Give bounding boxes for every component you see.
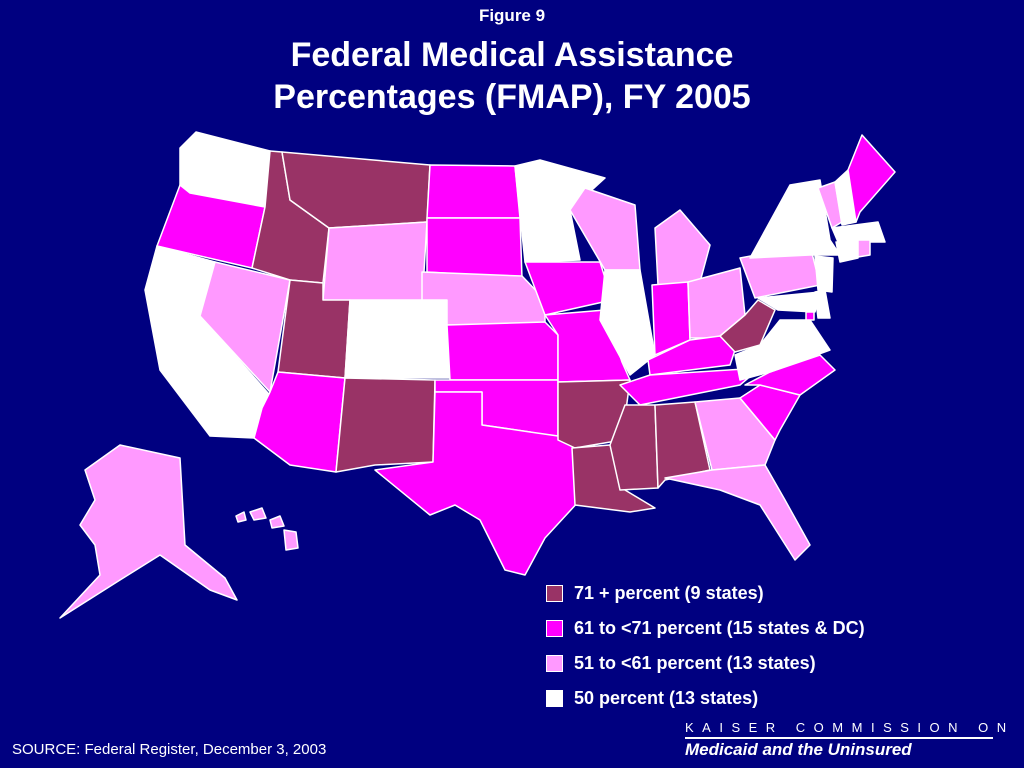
page-title: Federal Medical Assistance Percentages (… — [0, 34, 1024, 118]
legend-swatch — [546, 690, 563, 707]
legend-item-71-plus: 71 + percent (9 states) — [546, 576, 865, 611]
logo-top-text: KAISER COMMISSION ON — [685, 720, 1015, 735]
figure-label: Figure 9 — [478, 6, 546, 25]
state-md — [757, 291, 821, 313]
state-ct — [835, 241, 859, 263]
logo-bottom-text: Medicaid and the Uninsured — [685, 740, 912, 759]
logo-rule — [685, 737, 993, 739]
state-wi — [569, 187, 641, 271]
state-nj — [814, 255, 834, 293]
source-note: SOURCE: Federal Register, December 3, 20… — [12, 741, 327, 758]
kaiser-logo: KAISER COMMISSION ON Medicaid and the Un… — [685, 720, 1015, 760]
state-ri — [857, 239, 871, 258]
legend-swatch — [546, 620, 563, 637]
state-nd — [426, 164, 521, 219]
state-ms — [609, 404, 659, 491]
state-ma — [831, 221, 886, 243]
state-ak — [59, 444, 238, 619]
state-me — [847, 134, 896, 223]
legend-item-61-71: 61 to <71 percent (15 states & DC) — [546, 611, 865, 646]
state-sd — [426, 217, 523, 279]
state-il — [599, 269, 656, 376]
state-tx — [374, 391, 581, 576]
state-va — [734, 319, 831, 381]
legend-swatch — [546, 585, 563, 602]
state-sc — [739, 384, 801, 441]
title-line-2: Percentages (FMAP), FY 2005 — [273, 78, 751, 116]
legend-label: 71 + percent (9 states) — [574, 583, 764, 603]
legend-swatch — [546, 655, 563, 672]
state-co — [344, 299, 451, 379]
state-de — [814, 289, 831, 319]
state-hi — [235, 507, 299, 551]
legend-label: 51 to <61 percent (13 states) — [574, 653, 816, 673]
state-ny — [749, 179, 841, 259]
legend-item-51-61: 51 to <61 percent (13 states) — [546, 646, 865, 681]
legend-item-50: 50 percent (13 states) — [546, 681, 865, 716]
title-line-1: Federal Medical Assistance — [290, 36, 734, 74]
state-nm — [335, 377, 436, 473]
state-fl — [664, 464, 811, 561]
state-dc — [805, 311, 815, 321]
legend-label: 61 to <71 percent (15 states & DC) — [574, 618, 865, 638]
state-wv — [719, 299, 776, 353]
state-mi — [654, 209, 711, 286]
state-ks — [446, 321, 559, 381]
state-wy — [322, 221, 428, 306]
state-ar — [557, 379, 631, 449]
legend: 71 + percent (9 states) 61 to <71 percen… — [546, 576, 865, 716]
legend-label: 50 percent (13 states) — [574, 688, 759, 708]
